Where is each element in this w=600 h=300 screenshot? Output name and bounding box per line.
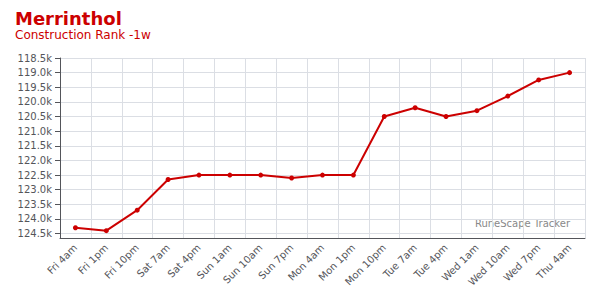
svg-text:Sun 10am: Sun 10am bbox=[221, 242, 265, 286]
svg-text:Mon 10pm: Mon 10pm bbox=[343, 242, 388, 287]
svg-text:Tue 7am: Tue 7am bbox=[381, 242, 419, 280]
svg-text:122.0k: 122.0k bbox=[18, 155, 53, 166]
svg-text:120.5k: 120.5k bbox=[18, 111, 53, 122]
svg-text:Sat 7am: Sat 7am bbox=[134, 242, 172, 280]
svg-text:Merrinthol: Merrinthol bbox=[15, 8, 122, 29]
svg-text:Fri 1pm: Fri 1pm bbox=[75, 242, 111, 277]
svg-text:120.0k: 120.0k bbox=[18, 96, 53, 107]
svg-text:118.5k: 118.5k bbox=[18, 53, 53, 64]
svg-text:119.5k: 119.5k bbox=[18, 82, 53, 93]
svg-text:Sun 7pm: Sun 7pm bbox=[256, 242, 296, 282]
svg-text:121.5k: 121.5k bbox=[18, 140, 53, 151]
svg-text:Construction Rank -1w: Construction Rank -1w bbox=[15, 28, 151, 42]
svg-text:Sun 1am: Sun 1am bbox=[194, 242, 234, 282]
svg-text:119.0k: 119.0k bbox=[18, 67, 53, 78]
svg-text:123.0k: 123.0k bbox=[18, 184, 53, 195]
svg-text:Wed 10am: Wed 10am bbox=[466, 242, 512, 288]
svg-text:Thu 4am: Thu 4am bbox=[534, 242, 574, 282]
svg-text:122.5k: 122.5k bbox=[18, 170, 53, 181]
svg-text:RuneScape Tracker: RuneScape Tracker bbox=[474, 217, 570, 229]
svg-text:Sat 4pm: Sat 4pm bbox=[165, 242, 203, 280]
svg-text:121.0k: 121.0k bbox=[18, 126, 53, 137]
svg-text:Wed 7pm: Wed 7pm bbox=[501, 242, 542, 283]
svg-text:Wed 1am: Wed 1am bbox=[439, 242, 481, 284]
svg-text:Tue 4pm: Tue 4pm bbox=[412, 242, 450, 281]
svg-text:Fri 4am: Fri 4am bbox=[45, 242, 79, 276]
svg-text:124.5k: 124.5k bbox=[18, 228, 53, 239]
svg-text:Mon 4am: Mon 4am bbox=[285, 242, 327, 283]
svg-text:Mon 1pm: Mon 1pm bbox=[316, 242, 358, 283]
svg-text:124.0k: 124.0k bbox=[18, 213, 53, 224]
svg-text:Fri 10pm: Fri 10pm bbox=[102, 242, 141, 281]
svg-text:123.5k: 123.5k bbox=[18, 199, 53, 210]
